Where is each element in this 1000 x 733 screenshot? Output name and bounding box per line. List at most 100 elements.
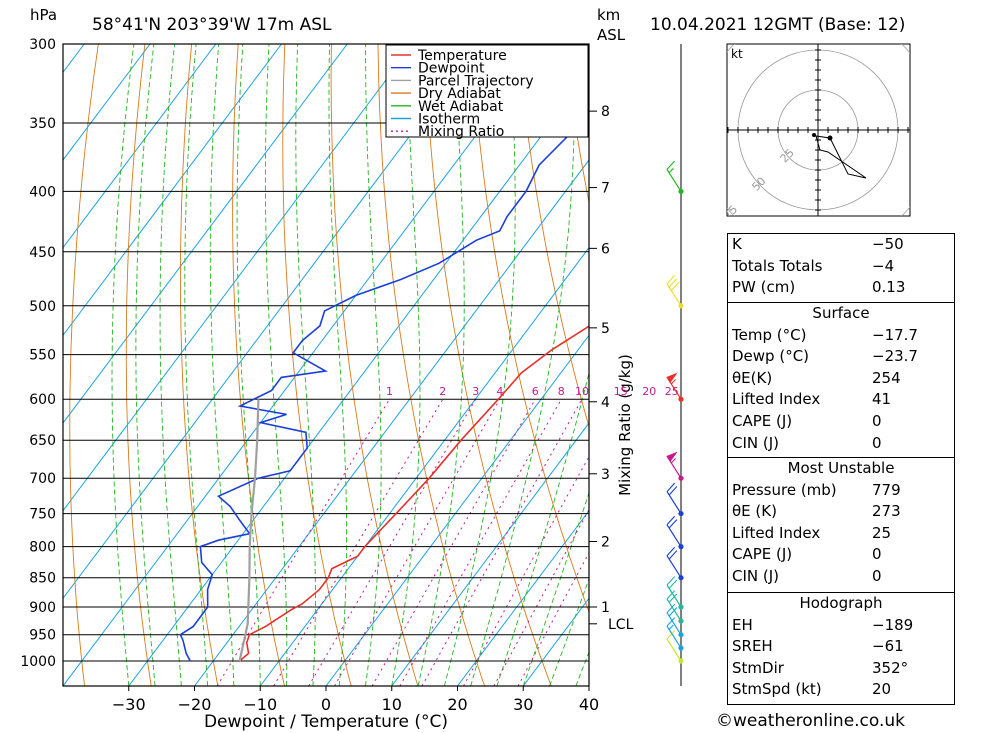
surface-title: Surface	[812, 304, 870, 322]
km-tick-label: 7	[601, 181, 610, 197]
unit-hpa-label: hPa	[30, 6, 57, 24]
hodograph-row: EH −189	[728, 615, 954, 637]
mixing-ratio-value-label: 2	[439, 385, 446, 398]
most-unstable-row: θE (K) 273	[728, 501, 954, 523]
wind-level-dot	[678, 188, 684, 195]
dry-adiabat-line	[424, 44, 552, 686]
mixing-ratio-value-label: 4	[496, 385, 503, 398]
surface-row: θE(K) 254	[728, 368, 954, 390]
surface-value: −23.7	[872, 347, 918, 366]
mixing-ratio-line	[334, 398, 501, 686]
km-tick-label: 2	[601, 534, 610, 550]
x-tick-label: −10	[243, 695, 277, 714]
mixing-ratio-line	[371, 398, 536, 686]
lcl-label: LCL	[608, 617, 634, 633]
mixing-ratio-line	[493, 508, 589, 686]
km-tick-label: 6	[601, 241, 610, 257]
legend-entry: Mixing Ratio	[418, 124, 504, 140]
hodograph-storm-motion-dot	[827, 135, 833, 141]
surface-table: Surface Temp (°C) −17.7 Dewp (°C) −23.7 θE(K…	[727, 302, 955, 458]
surface-value: 254	[872, 368, 901, 387]
wind-level-dot	[678, 475, 684, 481]
pressure-tick-label: 900	[29, 600, 56, 616]
surface-row: CIN (J) 0	[728, 433, 954, 455]
surface-row: CAPE (J) 0	[728, 411, 954, 433]
wind-barb	[666, 590, 684, 624]
isotherm-line	[63, 44, 348, 424]
index-k-label: K	[732, 235, 742, 253]
isotherm-line	[194, 159, 589, 686]
hodograph-label: StmDir	[732, 658, 784, 677]
wind-barb	[666, 617, 684, 651]
wind-level-dot	[678, 604, 684, 610]
wind-level-dot	[678, 396, 684, 402]
wet-adiabat-line	[135, 44, 156, 686]
index-k-value: −50	[872, 235, 904, 253]
mixing-ratio-line	[308, 398, 477, 686]
mixing-ratio-value-label: 8	[558, 385, 565, 398]
most-unstable-table: Most Unstable Pressure (mb) 779 θE (K) 273 L…	[727, 457, 955, 593]
mixing-ratio-line	[421, 398, 583, 686]
wet-adiabat-line	[184, 44, 209, 686]
isotherm-line	[63, 44, 151, 161]
x-tick-label: 0	[321, 695, 331, 714]
pressure-tick-label: 1000	[20, 654, 56, 670]
wet-adiabat-line	[159, 44, 182, 686]
pressure-tick-label: 450	[29, 245, 56, 261]
isotherm-line	[63, 44, 85, 74]
hodograph-row: StmSpd (kt) 20	[728, 679, 954, 701]
legend-entry: Dry Adiabat	[418, 86, 501, 102]
hodograph-title: Hodograph	[799, 594, 883, 612]
mixing-ratio-line	[517, 551, 589, 686]
series-line-parcel-trajectory	[238, 399, 260, 662]
hodograph-value: 352°	[872, 658, 909, 677]
mixing-ratio-value-label: 15	[614, 385, 628, 398]
pressure-tick-label: 500	[29, 299, 56, 315]
surface-row: Temp (°C) −17.7	[728, 325, 954, 347]
wet-adiabat-line	[264, 44, 288, 686]
wet-adiabat-line	[236, 44, 261, 686]
surface-label: CAPE (J)	[732, 411, 793, 430]
dry-adiabat-line	[330, 44, 419, 686]
surface-value: 41	[872, 390, 892, 409]
most-unstable-label: CIN (J)	[732, 566, 780, 585]
wet-adiabat-line	[522, 491, 589, 686]
mixing-ratio-value-label: 1	[386, 385, 393, 398]
legend-entry: Wet Adiabat	[418, 99, 504, 115]
pressure-tick-label: 850	[29, 571, 56, 587]
surface-label: Lifted Index	[732, 390, 821, 409]
hodograph-row: StmDir 352°	[728, 658, 954, 680]
index-k-row: K −50	[728, 234, 954, 256]
dry-adiabat-line	[517, 44, 589, 429]
wind-barb	[666, 274, 684, 309]
wind-level-dot	[678, 303, 684, 309]
wet-adiabat-line	[470, 44, 576, 686]
legend-entry: Isotherm	[418, 112, 480, 128]
pressure-tick-label: 650	[29, 433, 56, 449]
wet-adiabat-line	[111, 44, 135, 686]
mixing-ratio-line	[463, 455, 589, 686]
copyright-footer[interactable]: ©weatheronline.co.uk	[716, 711, 906, 731]
wet-adiabat-line	[295, 44, 316, 686]
isotherm-line	[63, 44, 545, 686]
most-unstable-value: 0	[872, 545, 882, 564]
wet-adiabat-line	[391, 44, 421, 686]
x-tick-label: −20	[178, 695, 212, 714]
mixing-ratio-value-label: 20	[642, 385, 656, 398]
isotherm-line	[325, 334, 589, 686]
dry-adiabat-line	[470, 44, 589, 614]
wind-barb	[666, 630, 684, 664]
km-tick-label: 8	[601, 104, 610, 120]
pressure-tick-label: 600	[29, 392, 56, 408]
asl-label: ASL	[597, 26, 626, 44]
dry-adiabat-line	[125, 44, 152, 686]
index-pw-value: 0.13	[872, 278, 906, 297]
isotherm-line	[0, 44, 19, 686]
wind-barb	[666, 451, 684, 481]
pressure-tick-label: 750	[29, 507, 56, 523]
wet-adiabat-line	[209, 44, 235, 686]
wet-adiabat-line	[328, 44, 348, 686]
indices-table: K −50 Totals Totals −4 PW (cm) 0.13	[727, 233, 955, 303]
wind-barb	[666, 515, 684, 550]
mixing-ratio-value-label: 25	[665, 385, 679, 398]
